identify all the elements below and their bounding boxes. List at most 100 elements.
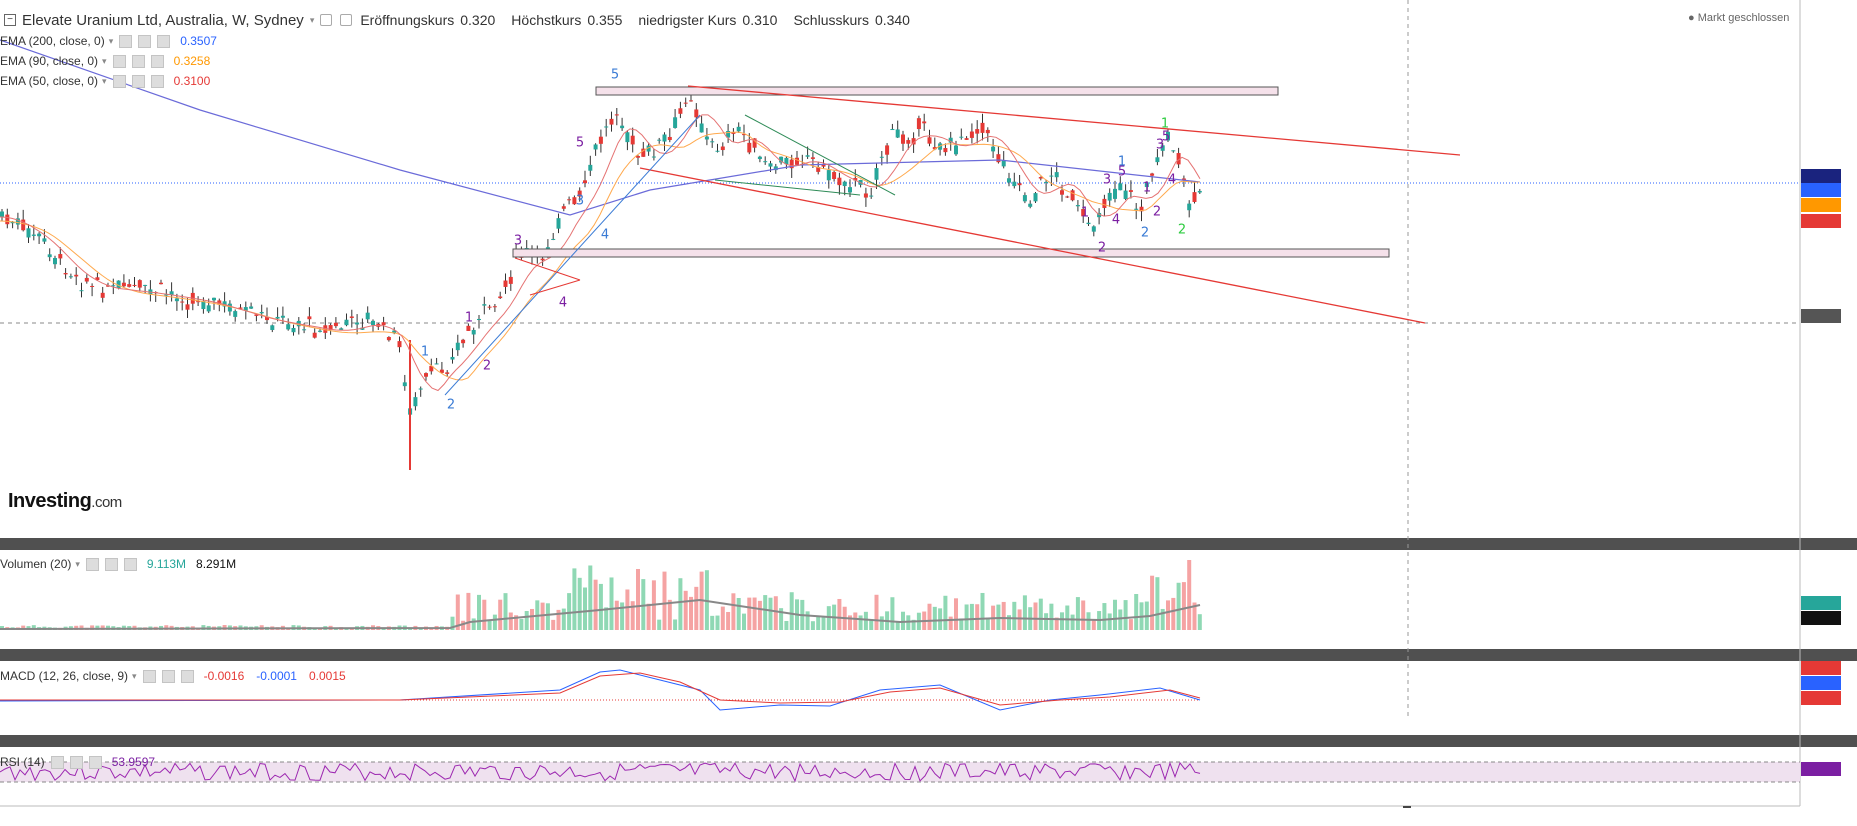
- gear-icon[interactable]: [69, 755, 83, 769]
- eye-icon[interactable]: [85, 557, 99, 571]
- eye-icon[interactable]: [112, 74, 126, 88]
- candle-body: [429, 365, 434, 372]
- wave-label-digit: 1: [420, 344, 430, 360]
- investing-logo: Investing.com: [8, 490, 122, 513]
- candle-body: [344, 319, 349, 326]
- candle-body: [5, 214, 10, 225]
- candle-body: [1155, 157, 1160, 163]
- chevron-down-icon[interactable]: ▾: [75, 558, 80, 569]
- ema200-line: [0, 39, 1201, 216]
- candle-body: [673, 117, 678, 128]
- volume-bar: [498, 599, 503, 630]
- close-icon[interactable]: [180, 669, 194, 683]
- close-icon[interactable]: [150, 74, 164, 88]
- candle-body: [1075, 205, 1080, 207]
- candle-body: [1060, 190, 1064, 195]
- eye-icon[interactable]: [119, 34, 133, 48]
- gear-icon[interactable]: [138, 34, 152, 48]
- candle-body: [985, 129, 990, 134]
- volume-bar: [545, 603, 550, 630]
- candle-body: [381, 322, 386, 326]
- close-value: 0.340: [874, 12, 910, 28]
- macd-v1: -0.0016: [203, 669, 245, 683]
- settings-icon[interactable]: [320, 14, 333, 26]
- volume-bar: [975, 604, 980, 630]
- candle-body: [1091, 226, 1096, 232]
- volume-bar: [519, 618, 524, 630]
- gear-icon[interactable]: [104, 557, 118, 571]
- panel-separator: [0, 538, 1857, 550]
- wave-label-digit: 2: [1152, 204, 1162, 220]
- candle-body: [323, 325, 328, 333]
- channel-upper: [687, 85, 1461, 156]
- ema90-legend[interactable]: EMA (90, close, 0) ▾ 0.3258: [0, 54, 210, 68]
- candle-body: [249, 306, 254, 309]
- volume-bar: [736, 597, 741, 630]
- eye-icon[interactable]: [142, 669, 156, 683]
- candle-body: [227, 303, 232, 312]
- chevron-down-icon[interactable]: ▾: [102, 75, 107, 86]
- chevron-down-icon[interactable]: ▾: [309, 14, 315, 25]
- candle-body: [996, 154, 1001, 163]
- volume-bar: [667, 599, 672, 630]
- gear-icon[interactable]: [131, 54, 145, 68]
- volume-bar: [890, 597, 895, 630]
- gear-icon[interactable]: [340, 14, 353, 26]
- chevron-down-icon[interactable]: ▾: [108, 35, 114, 46]
- volume-bar: [572, 568, 577, 630]
- price-badge: [1801, 309, 1841, 323]
- candle-body: [243, 307, 248, 311]
- candle-body: [1038, 177, 1043, 179]
- close-icon[interactable]: [157, 34, 171, 48]
- volume-bar: [21, 625, 26, 630]
- candle-body: [302, 329, 307, 331]
- volume-bar: [1160, 608, 1165, 630]
- candle-body: [1171, 150, 1176, 152]
- volume-legend[interactable]: Volumen (20) ▾ 9.113M 8.291M: [0, 557, 236, 571]
- candle-body: [100, 292, 105, 298]
- chevron-down-icon[interactable]: ▾: [102, 55, 107, 66]
- volume-bar: [742, 613, 746, 630]
- candle-body: [74, 274, 79, 277]
- candle-body: [487, 306, 492, 308]
- close-icon[interactable]: [150, 54, 164, 68]
- volume-bar: [1118, 609, 1123, 630]
- candle-body: [789, 159, 794, 169]
- candle-body: [916, 118, 921, 130]
- candle-body: [715, 150, 720, 152]
- candle-body: [1007, 178, 1011, 183]
- volume-bar: [79, 625, 84, 630]
- candle-body: [763, 161, 768, 163]
- eye-icon[interactable]: [112, 54, 126, 68]
- chevron-down-icon[interactable]: ▾: [132, 670, 137, 681]
- instrument-title[interactable]: Elevate Uranium Ltd, Australia, W, Sydne…: [22, 11, 304, 29]
- candle-body: [620, 125, 625, 129]
- candle-body: [826, 170, 831, 181]
- eye-icon[interactable]: [50, 755, 64, 769]
- wave-label-digit: 3: [513, 233, 523, 249]
- volume-bar: [625, 589, 630, 630]
- close-icon[interactable]: [88, 755, 102, 769]
- volume-bar: [1128, 619, 1133, 630]
- volume-bar: [879, 616, 884, 630]
- ema200-legend[interactable]: EMA (200, close, 0) ▾ 0.3507: [0, 34, 217, 48]
- volume-bar: [1107, 613, 1112, 630]
- volume-bar: [901, 611, 905, 630]
- candle-body: [333, 322, 338, 327]
- candle-body: [927, 137, 932, 144]
- candle-body: [169, 291, 174, 295]
- macd-legend[interactable]: MACD (12, 26, close, 9) ▾ -0.0016 -0.0001 0.…: [0, 669, 346, 683]
- collapse-icon[interactable]: −: [4, 14, 16, 26]
- gear-icon[interactable]: [131, 74, 145, 88]
- volume-bar: [1166, 600, 1170, 630]
- candle-body: [392, 330, 397, 334]
- rsi-legend[interactable]: RSI (14) 53.9597: [0, 755, 155, 769]
- close-icon[interactable]: [123, 557, 137, 571]
- candle-body: [265, 316, 269, 321]
- candle-body: [932, 147, 937, 150]
- macd-v3: 0.0015: [308, 669, 346, 683]
- gear-icon[interactable]: [161, 669, 175, 683]
- candle-body: [259, 311, 264, 314]
- ema50-legend[interactable]: EMA (50, close, 0) ▾ 0.3100: [0, 74, 210, 88]
